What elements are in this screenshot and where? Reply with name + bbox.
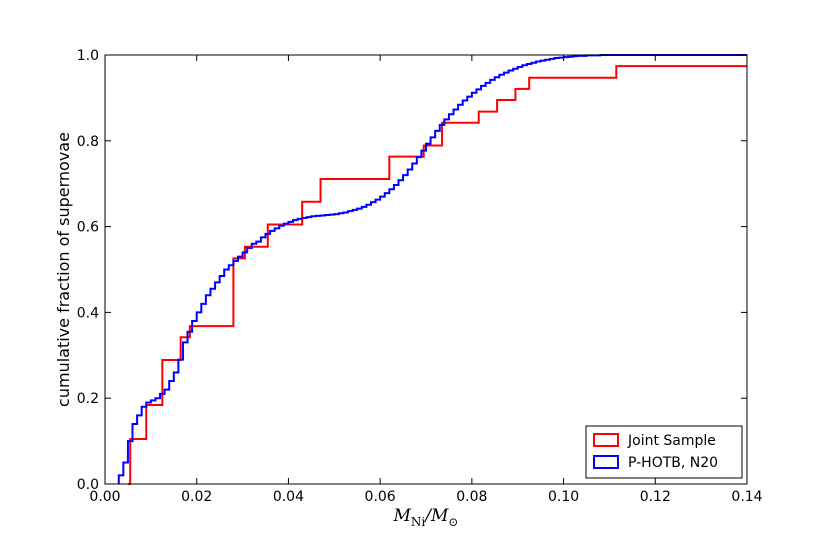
y-tick-label: 0.4 xyxy=(77,305,99,321)
y-tick-label: 0.6 xyxy=(77,220,99,236)
x-tick-label: 0.00 xyxy=(89,489,120,505)
x-tick-label: 0.06 xyxy=(365,489,396,505)
series-line-joint-sample xyxy=(127,65,747,485)
tick-labels-layer: 0.00 0.02 0.04 0.06 0.08 0.10 0.12 0.14 0.0 0.2 0.… xyxy=(77,48,763,505)
y-tick-label: 0.2 xyxy=(77,391,99,407)
legend-entries: Joint Sample P-HOTB, N20 xyxy=(593,433,718,471)
x-axis-title-sub-sun: ⊙ xyxy=(448,515,458,529)
x-tick-label: 0.02 xyxy=(181,489,212,505)
x-axis-title-slash: / xyxy=(423,506,433,526)
y-tick-label: 0.0 xyxy=(77,477,99,493)
legend-swatch-joint-sample xyxy=(593,433,619,447)
x-axis-title-m: M xyxy=(393,506,412,526)
legend-swatch-p-hotb-n20 xyxy=(593,455,619,469)
y-axis-title: cumulative fraction of supernovae xyxy=(54,132,73,407)
series-layer xyxy=(117,54,747,485)
x-axis-title-m2: M xyxy=(430,506,449,526)
x-axis-title-sub-ni: Ni xyxy=(411,515,426,529)
series-line-p-hotb-n20 xyxy=(117,54,747,484)
x-tick-label: 0.04 xyxy=(273,489,304,505)
legend-label-p-hotb-n20: P-HOTB, N20 xyxy=(628,455,718,471)
y-tick-label: 1.0 xyxy=(77,48,99,64)
legend-label-joint-sample: Joint Sample xyxy=(627,433,716,449)
x-tick-label: 0.10 xyxy=(548,489,579,505)
x-tick-label: 0.08 xyxy=(456,489,487,505)
legend: Joint Sample P-HOTB, N20 xyxy=(585,425,743,479)
plot-frame xyxy=(104,54,748,485)
x-tick-label: 0.14 xyxy=(731,489,762,505)
x-axis-title: MNi/M⊙ xyxy=(393,506,459,529)
x-tick-label: 0.12 xyxy=(640,489,671,505)
y-tick-label: 0.8 xyxy=(77,134,99,150)
